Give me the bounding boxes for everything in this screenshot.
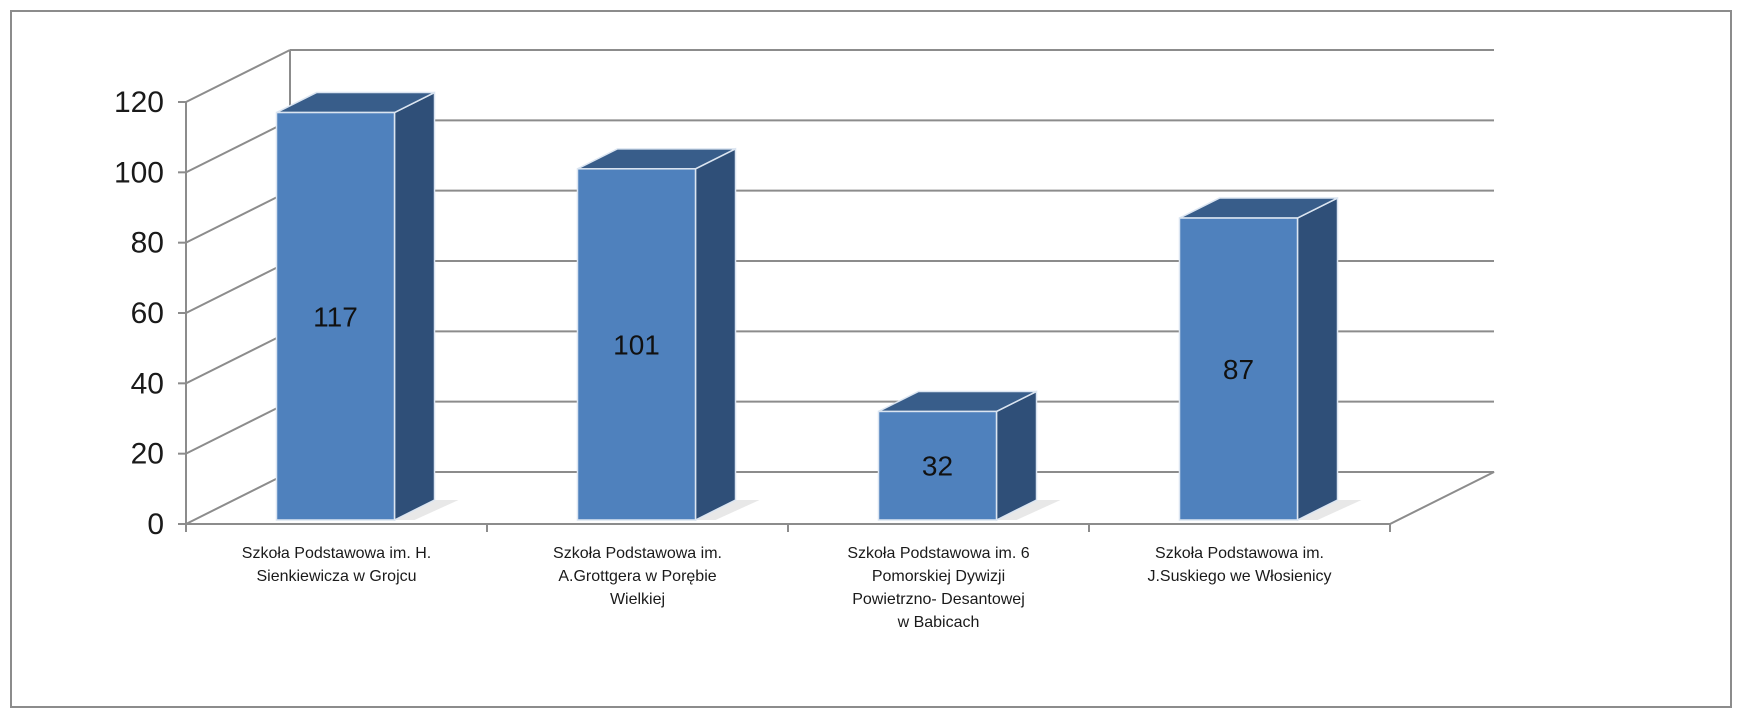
gridline-side — [185, 260, 291, 314]
bar-shadow — [996, 500, 1061, 520]
bar: 117 — [275, 91, 459, 522]
bar-shadow — [695, 500, 760, 520]
gridline-side — [185, 189, 291, 244]
y-tick-label: 40 — [131, 367, 164, 400]
y-tick-label: 60 — [131, 297, 164, 330]
bars: 117 101 32 87 — [275, 91, 1362, 522]
bar-front-face — [576, 168, 697, 521]
x-category-label-line: A.Grottgera w Porębie — [558, 568, 716, 585]
bar-side-face — [995, 390, 1038, 522]
bar-side-face — [393, 91, 436, 522]
axes — [178, 101, 1391, 532]
x-category-label-line: Szkoła Podstawowa im. H. — [242, 545, 431, 562]
y-tick-label: 20 — [131, 438, 164, 471]
bar-shadow — [1297, 500, 1362, 520]
gridline-side — [185, 330, 291, 385]
bar-data-label: 87 — [1223, 354, 1254, 385]
x-category-label-line: Szkoła Podstawowa im. 6 — [847, 545, 1029, 562]
x-category-label-line: Pomorskiej Dywizji — [872, 568, 1005, 585]
y-tick-label: 100 — [114, 156, 164, 189]
x-category-label: Szkoła Podstawowa im. H. Sienkiewicza w G… — [242, 545, 431, 585]
bar-chart: 0 20 40 60 80 100 120 117 101 32 87 Szkoła Podsta… — [114, 49, 1495, 631]
x-category-label-line: w Babicach — [897, 614, 980, 631]
x-category-label-line: Sienkiewicza w Grojcu — [256, 568, 416, 585]
bar: 87 — [1178, 196, 1362, 522]
bar-side-face — [1296, 196, 1339, 522]
y-tick-label: 120 — [114, 86, 164, 119]
gridline-side — [185, 49, 291, 103]
bar-data-label: 32 — [922, 451, 953, 482]
x-axis-category-labels: Szkoła Podstawowa im. H. Sienkiewicza w G… — [242, 545, 1332, 631]
y-tick-label: 0 — [147, 508, 164, 541]
bar-side-face — [694, 147, 737, 522]
bar-front-face — [877, 410, 998, 521]
chart-frame: 0 20 40 60 80 100 120 117 101 32 87 Szkoła Podsta… — [10, 10, 1732, 708]
x-category-label: Szkoła Podstawowa im. A.Grottgera w Poręb… — [553, 545, 722, 608]
x-category-label-line: Wielkiej — [610, 591, 665, 608]
bar-data-label: 117 — [313, 301, 358, 332]
bar-front-face — [275, 111, 396, 521]
y-tick-label: 80 — [131, 227, 164, 260]
bar-data-label: 101 — [613, 329, 660, 360]
bar: 101 — [576, 147, 760, 522]
x-category-label: Szkoła Podstawowa im. 6 Pomorskiej Dywizj… — [847, 545, 1029, 631]
x-category-label-line: Powietrzno- Desantowej — [852, 591, 1025, 608]
gridline-side — [185, 119, 291, 174]
x-category-label-line: J.Suskiego we Włosienicy — [1147, 568, 1331, 585]
bar-front-face — [1178, 217, 1299, 521]
gridline-side — [185, 400, 291, 455]
bar: 32 — [877, 390, 1061, 522]
x-category-label-line: Szkoła Podstawowa im. — [1155, 545, 1324, 562]
y-axis-tick-labels: 0 20 40 60 80 100 120 — [114, 86, 164, 541]
bar-shadow — [394, 500, 459, 520]
x-category-label: Szkoła Podstawowa im. J.Suskiego we Włosi… — [1147, 545, 1331, 585]
x-category-label-line: Szkoła Podstawowa im. — [553, 545, 722, 562]
